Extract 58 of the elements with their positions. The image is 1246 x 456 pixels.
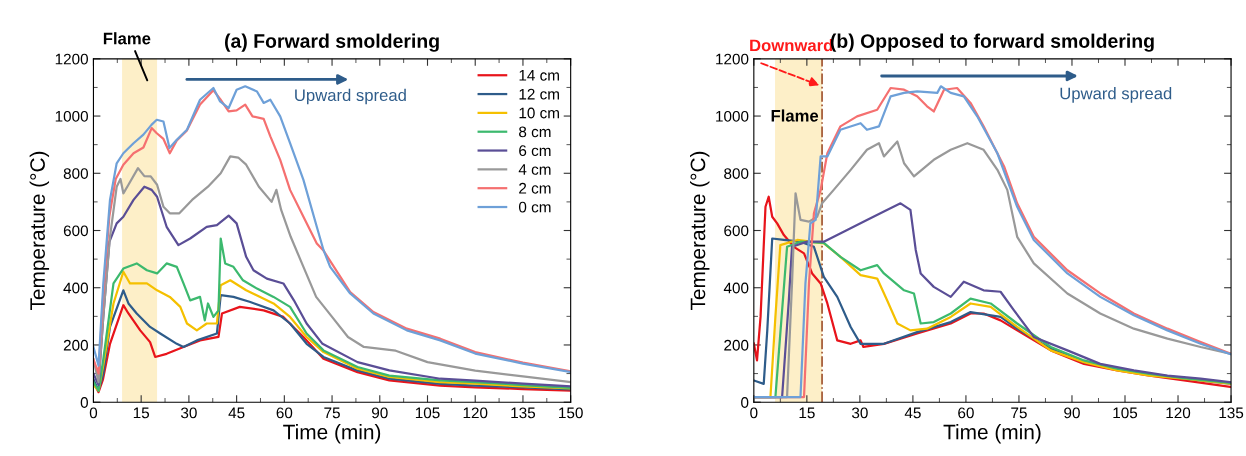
x-tick-label: 120 (1166, 407, 1191, 419)
x-tick-label: 105 (1113, 407, 1138, 419)
band-label: Flame (771, 109, 819, 122)
legend-label: 10 cm (519, 107, 559, 119)
y-tick-label: 1200 (716, 53, 749, 65)
y-tick-label: 200 (724, 339, 749, 351)
chart-title: (a) Forward smoldering (225, 33, 439, 52)
legend-label: 8 cm (519, 126, 551, 138)
x-tick-label: 15 (133, 407, 150, 419)
line-series (93, 289, 571, 392)
legend-label: 2 cm (519, 182, 551, 194)
y-tick-label: 0 (80, 397, 88, 408)
x-tick-label: 0 (89, 407, 98, 419)
y-tick-label: 1000 (716, 110, 749, 122)
x-tick-label: 45 (228, 407, 245, 419)
chart-title: (b) Opposed to forward smoldering (830, 33, 1154, 52)
y-tick-label: 1000 (55, 110, 88, 122)
y-axis-title: Temperature (°C) (690, 151, 710, 311)
line-series (93, 304, 571, 394)
legend-label: 6 cm (519, 145, 551, 157)
annotation: Upward spread (295, 88, 406, 105)
x-tick-label: 90 (1064, 407, 1080, 419)
y-tick-label: 0 (741, 397, 749, 408)
x-tick-label: 150 (559, 407, 583, 419)
x-tick-label: 15 (799, 407, 815, 419)
x-tick-label: 60 (958, 407, 974, 419)
legend-label: 4 cm (518, 164, 551, 175)
y-tick-label: 800 (63, 168, 88, 179)
x-tick-label: 30 (180, 407, 197, 419)
y-axis-title: Temperature (°C) (29, 151, 50, 311)
legend-label: 14 cm (519, 70, 559, 81)
line-series (93, 270, 571, 392)
x-tick-label: 105 (415, 407, 440, 419)
legend-label: 12 cm (519, 88, 559, 100)
x-tick-label: 0 (750, 407, 758, 419)
annotation: Downward (750, 39, 833, 52)
x-axis-title: Time (min) (943, 424, 1041, 444)
x-tick-label: 90 (372, 407, 388, 419)
x-tick-label: 45 (904, 407, 921, 419)
x-tick-label: 75 (324, 407, 340, 419)
x-tick-label: 60 (276, 407, 293, 419)
x-tick-label: 135 (511, 407, 536, 419)
y-tick-label: 200 (63, 339, 88, 351)
x-tick-label: 75 (1011, 407, 1027, 419)
legend-label: 0 cm (518, 201, 551, 213)
y-tick-label: 400 (63, 282, 88, 294)
x-tick-label: 120 (463, 407, 488, 419)
y-tick-label: 1200 (55, 53, 88, 65)
y-tick-label: 600 (63, 225, 88, 237)
x-tick-label: 135 (1219, 407, 1244, 419)
annotation: Upward spread (1060, 87, 1172, 103)
y-tick-label: 400 (723, 282, 749, 294)
y-tick-label: 800 (724, 168, 749, 179)
band-label: Flame (103, 32, 151, 45)
line-series (93, 237, 571, 392)
x-axis-title: Time (min) (283, 424, 381, 444)
x-tick-label: 30 (851, 407, 868, 419)
y-tick-label: 600 (724, 225, 749, 237)
